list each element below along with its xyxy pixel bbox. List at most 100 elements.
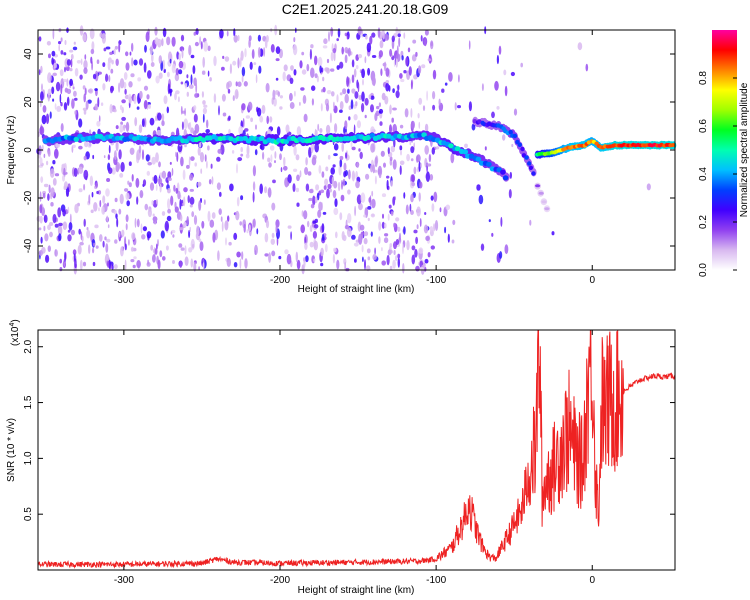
noise-blob [166, 106, 169, 114]
noise-blob [107, 154, 111, 161]
main-trace-mark [321, 136, 327, 142]
noise-blob [408, 66, 412, 76]
noise-blob [119, 124, 124, 133]
noise-blob [38, 69, 41, 76]
noise-blob [430, 195, 434, 201]
noise-blob [161, 113, 165, 122]
noise-blob [59, 93, 62, 104]
noise-blob [229, 183, 234, 192]
noise-blob [52, 98, 55, 102]
noise-blob [321, 202, 323, 211]
noise-blob [339, 155, 344, 161]
noise-blob [435, 146, 440, 150]
noise-blob [363, 231, 369, 237]
noise-blob [431, 147, 435, 155]
noise-blob [324, 178, 329, 186]
noise-blob [183, 221, 187, 228]
noise-blob [194, 41, 199, 47]
noise-blob [243, 223, 246, 233]
noise-blob [79, 259, 83, 271]
noise-blob [47, 224, 51, 231]
noise-blob [233, 262, 238, 268]
noise-blob [197, 181, 202, 187]
spectrogram-y-tick-label: -40 [23, 238, 34, 253]
noise-blob [484, 146, 487, 151]
noise-blob [167, 177, 172, 181]
noise-blob [124, 188, 129, 192]
spectrogram-x-tick-label: -100 [426, 275, 446, 286]
noise-blob [198, 200, 202, 211]
noise-blob [410, 194, 414, 203]
noise-blob [374, 247, 376, 255]
noise-blob [419, 218, 422, 227]
noise-blob [237, 157, 243, 162]
noise-blob [237, 34, 240, 42]
noise-blob [418, 161, 421, 172]
noise-blob [311, 85, 316, 91]
snr-scale-exponent: 4 [9, 323, 16, 327]
noise-blob [166, 36, 171, 46]
noise-blob [254, 149, 258, 156]
noise-blob [421, 64, 426, 69]
noise-blob [503, 69, 507, 76]
noise-blob [389, 265, 393, 270]
noise-blob [348, 169, 351, 180]
noise-blob [78, 118, 83, 128]
noise-blob [187, 195, 190, 204]
noise-blob [376, 105, 380, 110]
noise-blob [356, 194, 362, 205]
noise-blob [144, 203, 149, 211]
noise-blob [113, 210, 117, 215]
noise-blob [308, 197, 313, 202]
noise-blob [203, 41, 208, 52]
noise-blob [418, 192, 421, 202]
noise-blob [134, 117, 138, 127]
noise-blob [250, 117, 254, 123]
noise-blob [399, 160, 405, 166]
noise-blob [332, 164, 336, 168]
noise-blob [403, 32, 406, 39]
noise-blob [40, 65, 43, 74]
noise-blob [393, 196, 396, 201]
noise-blob [257, 34, 261, 42]
noise-blob [228, 115, 231, 121]
noise-blob [94, 103, 99, 111]
noise-blob [79, 25, 84, 36]
noise-blob [154, 26, 158, 36]
noise-blob [47, 72, 52, 84]
noise-blob [309, 48, 312, 60]
noise-blob [115, 58, 119, 66]
noise-blob [491, 232, 494, 237]
noise-blob [83, 109, 87, 115]
noise-blob [202, 56, 205, 68]
colorbar [712, 30, 737, 270]
noise-blob [353, 124, 356, 135]
noise-blob [176, 51, 180, 60]
noise-blob [110, 68, 114, 74]
noise-blob [371, 32, 376, 38]
noise-blob [191, 211, 195, 218]
noise-blob [193, 77, 197, 86]
noise-blob [77, 244, 82, 255]
noise-blob [61, 163, 66, 169]
noise-blob [141, 149, 145, 160]
noise-blob [336, 94, 339, 103]
noise-blob [342, 88, 347, 95]
noise-blob [222, 112, 227, 117]
noise-blob [60, 102, 63, 107]
noise-blob [104, 236, 107, 241]
secondary-trace-mark [517, 142, 522, 147]
noise-blob [262, 151, 265, 160]
noise-blob [275, 58, 280, 62]
noise-blob [46, 160, 49, 166]
noise-blob [418, 97, 423, 105]
noise-blob [233, 232, 238, 240]
noise-blob [370, 231, 373, 237]
noise-blob [292, 183, 296, 193]
noise-blob [399, 124, 404, 129]
colorbar-tick-label: 0.0 [698, 263, 709, 277]
noise-blob [270, 238, 275, 245]
noise-blob [218, 208, 222, 216]
noise-blob [124, 88, 127, 95]
noise-blob [397, 33, 401, 38]
